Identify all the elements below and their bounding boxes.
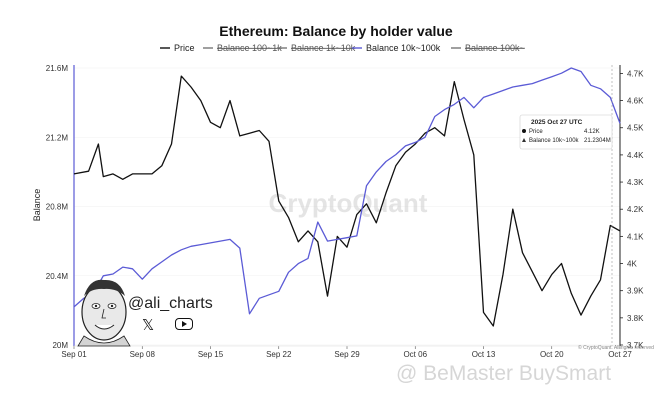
- x-tick-label: Sep 15: [198, 350, 224, 359]
- x-tick-label: Oct 27: [608, 350, 632, 359]
- watermark: CryptoQuant: [269, 188, 428, 218]
- right-tick-label: 4.4K: [627, 151, 644, 160]
- legend-label: Price: [174, 43, 195, 53]
- tooltip-price-dot: [522, 129, 526, 133]
- x-tick-label: Sep 29: [334, 350, 360, 359]
- left-tick-label: 21.6M: [46, 64, 69, 73]
- right-tick-label: 4.6K: [627, 97, 644, 106]
- legend-item-0[interactable]: Price: [160, 43, 195, 53]
- legend-label: Balance 10k~100k: [366, 43, 441, 53]
- legend-label: Balance 100~1k: [217, 43, 282, 53]
- left-tick-label: 20M: [52, 341, 68, 350]
- x-tick-label: Sep 08: [130, 350, 156, 359]
- right-tick-label: 4.5K: [627, 124, 644, 133]
- left-tick-label: 21.2M: [46, 133, 69, 142]
- footer-watermark: @ BeMaster BuySmart: [396, 362, 612, 385]
- tooltip-balance-marker-icon: [522, 138, 526, 142]
- tooltip-price-value: 4.12K: [584, 129, 600, 135]
- legend-item-3[interactable]: Balance 10k~100k: [352, 43, 441, 53]
- x-tick-label: Oct 06: [403, 350, 427, 359]
- series-layer: [73, 67, 621, 327]
- legend-item-4[interactable]: Balance 100k~: [451, 43, 525, 53]
- right-tick-label: 3.7K: [627, 341, 644, 350]
- right-tick-label: 4.2K: [627, 205, 644, 214]
- right-tick-label: 3.8K: [627, 314, 644, 323]
- x-tick-label: Oct 20: [540, 350, 564, 359]
- tooltip-box: [519, 114, 613, 150]
- x-tick-label: Sep 22: [266, 350, 292, 359]
- left-tick-label: 20.4M: [46, 272, 69, 281]
- tooltip: 2025 Oct 27 UTC Price 4.12K Balance 10k~…: [519, 114, 613, 150]
- avatar-icon: [77, 279, 131, 347]
- right-axis-ticks: 4.7K 4.6K 4.5K 4.4K 4.3K 4.2K 4.1K 4K 3.9K 3.8K 3.…: [620, 69, 644, 350]
- source-note: © CryptoQuant. All rights reserved: [578, 345, 654, 351]
- legend-item-2[interactable]: Balance 1k~10k: [277, 43, 356, 53]
- legend-label: Balance 1k~10k: [291, 43, 356, 53]
- legend-label: Balance 100k~: [465, 43, 525, 53]
- right-tick-label: 4.7K: [627, 69, 644, 78]
- x-tick-label: Sep 01: [61, 350, 87, 359]
- right-tick-label: 4.1K: [627, 232, 644, 241]
- tooltip-balance-label: Balance 10k~100k: [529, 138, 580, 144]
- tooltip-date: 2025 Oct 27 UTC: [531, 119, 583, 126]
- left-axis-ticks: 21.6M 21.2M 20.8M 20.4M 20M: [46, 64, 69, 350]
- x-axis-ticks: Sep 01 Sep 08 Sep 15 Sep 22 Sep 29 Oct 06 Oct …: [61, 345, 632, 359]
- legend[interactable]: Price Balance 100~1k Balance 1k~10k Balance…: [160, 43, 525, 53]
- author-handle: @ali_charts: [128, 295, 213, 312]
- tooltip-balance-value: 21.2304M: [584, 138, 611, 144]
- left-tick-label: 20.8M: [46, 203, 69, 212]
- x-logo-icon[interactable]: 𝕏: [142, 317, 155, 334]
- youtube-icon[interactable]: [175, 318, 193, 330]
- legend-item-1[interactable]: Balance 100~1k: [203, 43, 282, 53]
- y-axis-label: Balance: [32, 189, 42, 222]
- series-line-balance-10k-100k: [73, 67, 621, 315]
- series-line-price: [73, 75, 621, 327]
- right-tick-label: 4K: [627, 260, 637, 269]
- right-tick-label: 4.3K: [627, 178, 644, 187]
- chart-title: Ethereum: Balance by holder value: [219, 23, 453, 39]
- right-tick-label: 3.9K: [627, 287, 644, 296]
- gridlines: [74, 67, 620, 346]
- x-tick-label: Oct 13: [472, 350, 496, 359]
- tooltip-price-label: Price: [529, 129, 543, 135]
